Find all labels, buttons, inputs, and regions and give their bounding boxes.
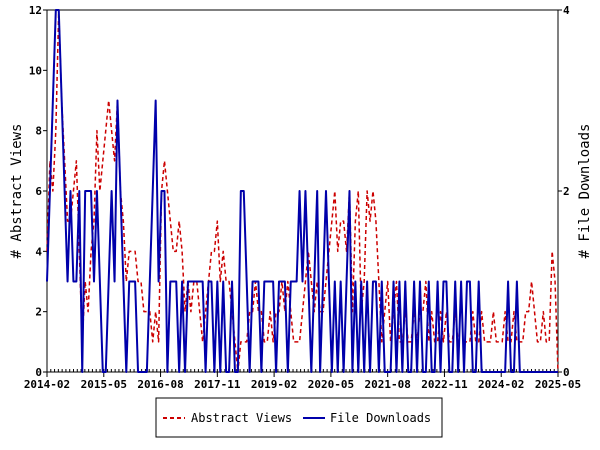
legend-box xyxy=(155,397,443,438)
y-left-tick-label: 0 xyxy=(35,366,42,379)
series-line-abstract-views xyxy=(46,9,559,373)
legend-label-abstract-views: Abstract Views xyxy=(191,411,292,425)
x-tick-label: 2020-05 xyxy=(308,378,354,391)
y-left-tick-label: 6 xyxy=(35,185,42,198)
y-right-tick-label: 0 xyxy=(563,366,570,379)
y-right-axis-ticks: 0 2 4 xyxy=(558,4,570,379)
y-left-tick-label: 8 xyxy=(35,125,42,138)
x-tick-label: 2014-02 xyxy=(24,378,70,391)
x-axis-ticks: 2014-02 2015-05 2016-08 2017-11 2019-02 2020-… xyxy=(24,372,581,391)
series-line-file-downloads xyxy=(46,9,558,373)
legend-label-file-downloads: File Downloads xyxy=(330,411,431,425)
y-left-axis-ticks: 0 2 4 6 8 10 12 xyxy=(29,4,47,379)
x-tick-label: 2019-02 xyxy=(251,378,297,391)
y-left-axis-title: # Abstract Views xyxy=(9,124,25,259)
x-tick-label: 2021-08 xyxy=(364,378,410,391)
x-tick-label: 2025-05 xyxy=(535,378,581,391)
series-layer xyxy=(46,9,559,373)
y-right-tick-label: 4 xyxy=(563,4,570,17)
y-right-axis-title: # File Downloads xyxy=(577,124,593,259)
legend: Abstract Views File Downloads xyxy=(155,397,443,438)
x-tick-label: 2015-05 xyxy=(81,378,127,391)
y-left-tick-label: 12 xyxy=(29,4,42,17)
y-left-tick-label: 10 xyxy=(29,64,42,77)
x-tick-label: 2024-02 xyxy=(478,378,524,391)
y-left-tick-label: 4 xyxy=(35,245,42,258)
x-tick-label: 2017-11 xyxy=(194,378,241,391)
y-left-tick-label: 2 xyxy=(35,306,42,319)
y-right-tick-label: 2 xyxy=(563,185,570,198)
x-tick-label: 2022-11 xyxy=(421,378,468,391)
x-tick-label: 2016-08 xyxy=(137,378,183,391)
